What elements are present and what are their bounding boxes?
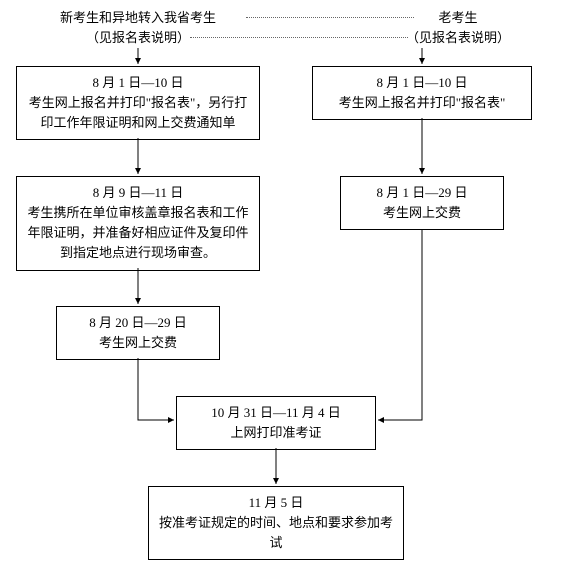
box-r1-date: 8 月 1 日—10 日 bbox=[321, 73, 523, 93]
box-l2: 8 月 9 日—11 日 考生携所在单位审核盖章报名表和工作年限证明，并准备好相… bbox=[16, 176, 260, 271]
box-l1: 8 月 1 日—10 日 考生网上报名并打印"报名表"，另行打印工作年限证明和网… bbox=[16, 66, 260, 140]
box-l3: 8 月 20 日—29 日 考生网上交费 bbox=[56, 306, 220, 360]
box-m1-date: 10 月 31 日—11 月 4 日 bbox=[185, 403, 367, 423]
header-left: 新考生和异地转入我省考生 （见报名表说明） bbox=[8, 8, 268, 47]
box-m1-text: 上网打印准考证 bbox=[185, 423, 367, 443]
box-l1-text: 考生网上报名并打印"报名表"，另行打印工作年限证明和网上交费通知单 bbox=[25, 93, 251, 133]
box-l3-text: 考生网上交费 bbox=[65, 333, 211, 353]
flowchart-canvas: 新考生和异地转入我省考生 （见报名表说明） 老考生 （见报名表说明） 8 月 1… bbox=[8, 8, 563, 561]
box-r2: 8 月 1 日—29 日 考生网上交费 bbox=[340, 176, 504, 230]
box-m2: 11 月 5 日 按准考证规定的时间、地点和要求参加考试 bbox=[148, 486, 404, 560]
dotted-line-1 bbox=[246, 17, 414, 18]
box-m1: 10 月 31 日—11 月 4 日 上网打印准考证 bbox=[176, 396, 376, 450]
box-r2-date: 8 月 1 日—29 日 bbox=[349, 183, 495, 203]
box-r1-text: 考生网上报名并打印"报名表" bbox=[321, 93, 523, 113]
box-l3-date: 8 月 20 日—29 日 bbox=[65, 313, 211, 333]
header-right: 老考生 （见报名表说明） bbox=[368, 8, 548, 47]
box-l2-text: 考生携所在单位审核盖章报名表和工作年限证明，并准备好相应证件及复印件到指定地点进… bbox=[25, 203, 251, 263]
dotted-line-2 bbox=[190, 37, 408, 38]
box-m2-text: 按准考证规定的时间、地点和要求参加考试 bbox=[157, 513, 395, 553]
box-m2-date: 11 月 5 日 bbox=[157, 493, 395, 513]
box-l2-date: 8 月 9 日—11 日 bbox=[25, 183, 251, 203]
box-r2-text: 考生网上交费 bbox=[349, 203, 495, 223]
box-r1: 8 月 1 日—10 日 考生网上报名并打印"报名表" bbox=[312, 66, 532, 120]
box-l1-date: 8 月 1 日—10 日 bbox=[25, 73, 251, 93]
header-left-line1: 新考生和异地转入我省考生 bbox=[8, 8, 268, 28]
